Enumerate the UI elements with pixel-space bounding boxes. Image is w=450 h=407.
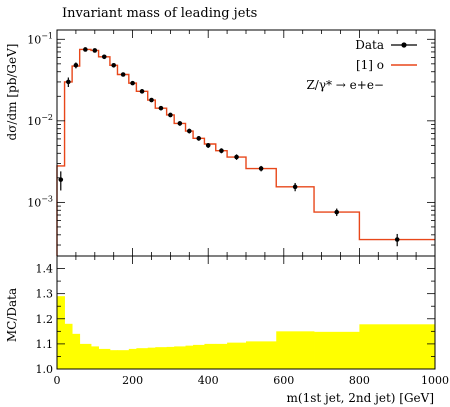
ratio-band-bin — [147, 347, 156, 369]
data-point — [394, 237, 400, 242]
data-point — [149, 97, 154, 103]
ratio-band-bin — [215, 343, 228, 369]
data-point — [158, 105, 164, 111]
ratio-band-bin — [193, 344, 205, 369]
ratio-band-bin — [98, 348, 111, 369]
ratio-band-bin — [314, 331, 360, 369]
ratio-band-bin — [185, 345, 194, 369]
data-point — [92, 48, 98, 53]
y-tick-label: 10−1 — [27, 31, 53, 46]
ratio-y-tick-label: 1.0 — [36, 363, 54, 376]
data-point — [234, 154, 239, 160]
data-point — [66, 79, 71, 85]
data-point — [83, 47, 88, 52]
ratio-band-bin — [227, 342, 247, 369]
ratio-band-bin — [79, 343, 92, 369]
legend-data-label: Data — [355, 38, 384, 52]
y-tick-label: 10−3 — [27, 194, 53, 209]
ratio-band-bin — [204, 343, 217, 369]
data-point — [139, 89, 145, 94]
data-point — [111, 62, 116, 68]
ratio-band-bin — [117, 350, 130, 369]
x-tick-label: 600 — [273, 374, 294, 387]
ratio-band-bin — [166, 346, 175, 369]
main-y-axis-label: dσ/dm [pb/GeV] — [5, 44, 19, 141]
ratio-y-tick-label: 1.4 — [36, 263, 54, 276]
ratio-y-tick-label: 1.2 — [36, 313, 54, 326]
ratio-band-bin — [359, 324, 436, 369]
data-point — [73, 62, 79, 68]
ratio-frame — [56, 255, 436, 370]
data-point — [101, 54, 107, 60]
x-tick-label: 400 — [198, 374, 219, 387]
x-tick-label: 1000 — [421, 374, 449, 387]
data-point — [58, 177, 64, 182]
ratio-y-tick-label: 1.1 — [36, 338, 54, 351]
data-point — [292, 184, 298, 190]
ratio-band-bin — [109, 350, 118, 369]
ratio-band-bin — [136, 348, 149, 369]
ratio-panel: 0 200 400 600 800 1000 1.0 1.1 1.2 1.3 1.4 — [36, 255, 449, 387]
ratio-band-bin — [72, 333, 81, 369]
ratio-band-bin — [246, 341, 277, 369]
ratio-y-axis-label: MC/Data — [5, 288, 19, 342]
data-point — [130, 80, 135, 86]
ratio-band-bin — [57, 296, 65, 369]
chart-title: Invariant mass of leading jets — [62, 6, 257, 21]
data-point — [258, 166, 264, 171]
x-tick-label: 0 — [54, 374, 61, 387]
data-point — [120, 72, 126, 77]
data-point — [219, 148, 224, 154]
data-point — [187, 128, 192, 134]
data-point — [177, 121, 183, 126]
ratio-band-bin — [155, 347, 168, 369]
ratio-band-bin — [276, 331, 315, 369]
ratio-y-tick-label: 1.3 — [36, 288, 54, 301]
data-point — [196, 136, 202, 141]
data-point — [168, 112, 173, 118]
process-annotation: Z/γ* → e+e− — [306, 78, 384, 92]
x-axis-label: m(1st jet, 2nd jet) [GeV] — [287, 391, 434, 405]
data-point — [205, 143, 211, 148]
data-point — [334, 209, 340, 215]
ratio-band-bin — [174, 346, 186, 369]
x-tick-label: 200 — [122, 374, 143, 387]
ratio-band-bin — [64, 323, 73, 369]
x-tick-label: 800 — [349, 374, 370, 387]
legend-data-marker — [401, 42, 407, 48]
legend-mc-label: [1] o — [356, 58, 384, 72]
y-tick-label: 10−2 — [27, 113, 53, 128]
ratio-band-bin — [91, 346, 99, 369]
ratio-band-bin — [128, 348, 137, 369]
legend: Data [1] o Z/γ* → e+e− — [306, 38, 417, 92]
